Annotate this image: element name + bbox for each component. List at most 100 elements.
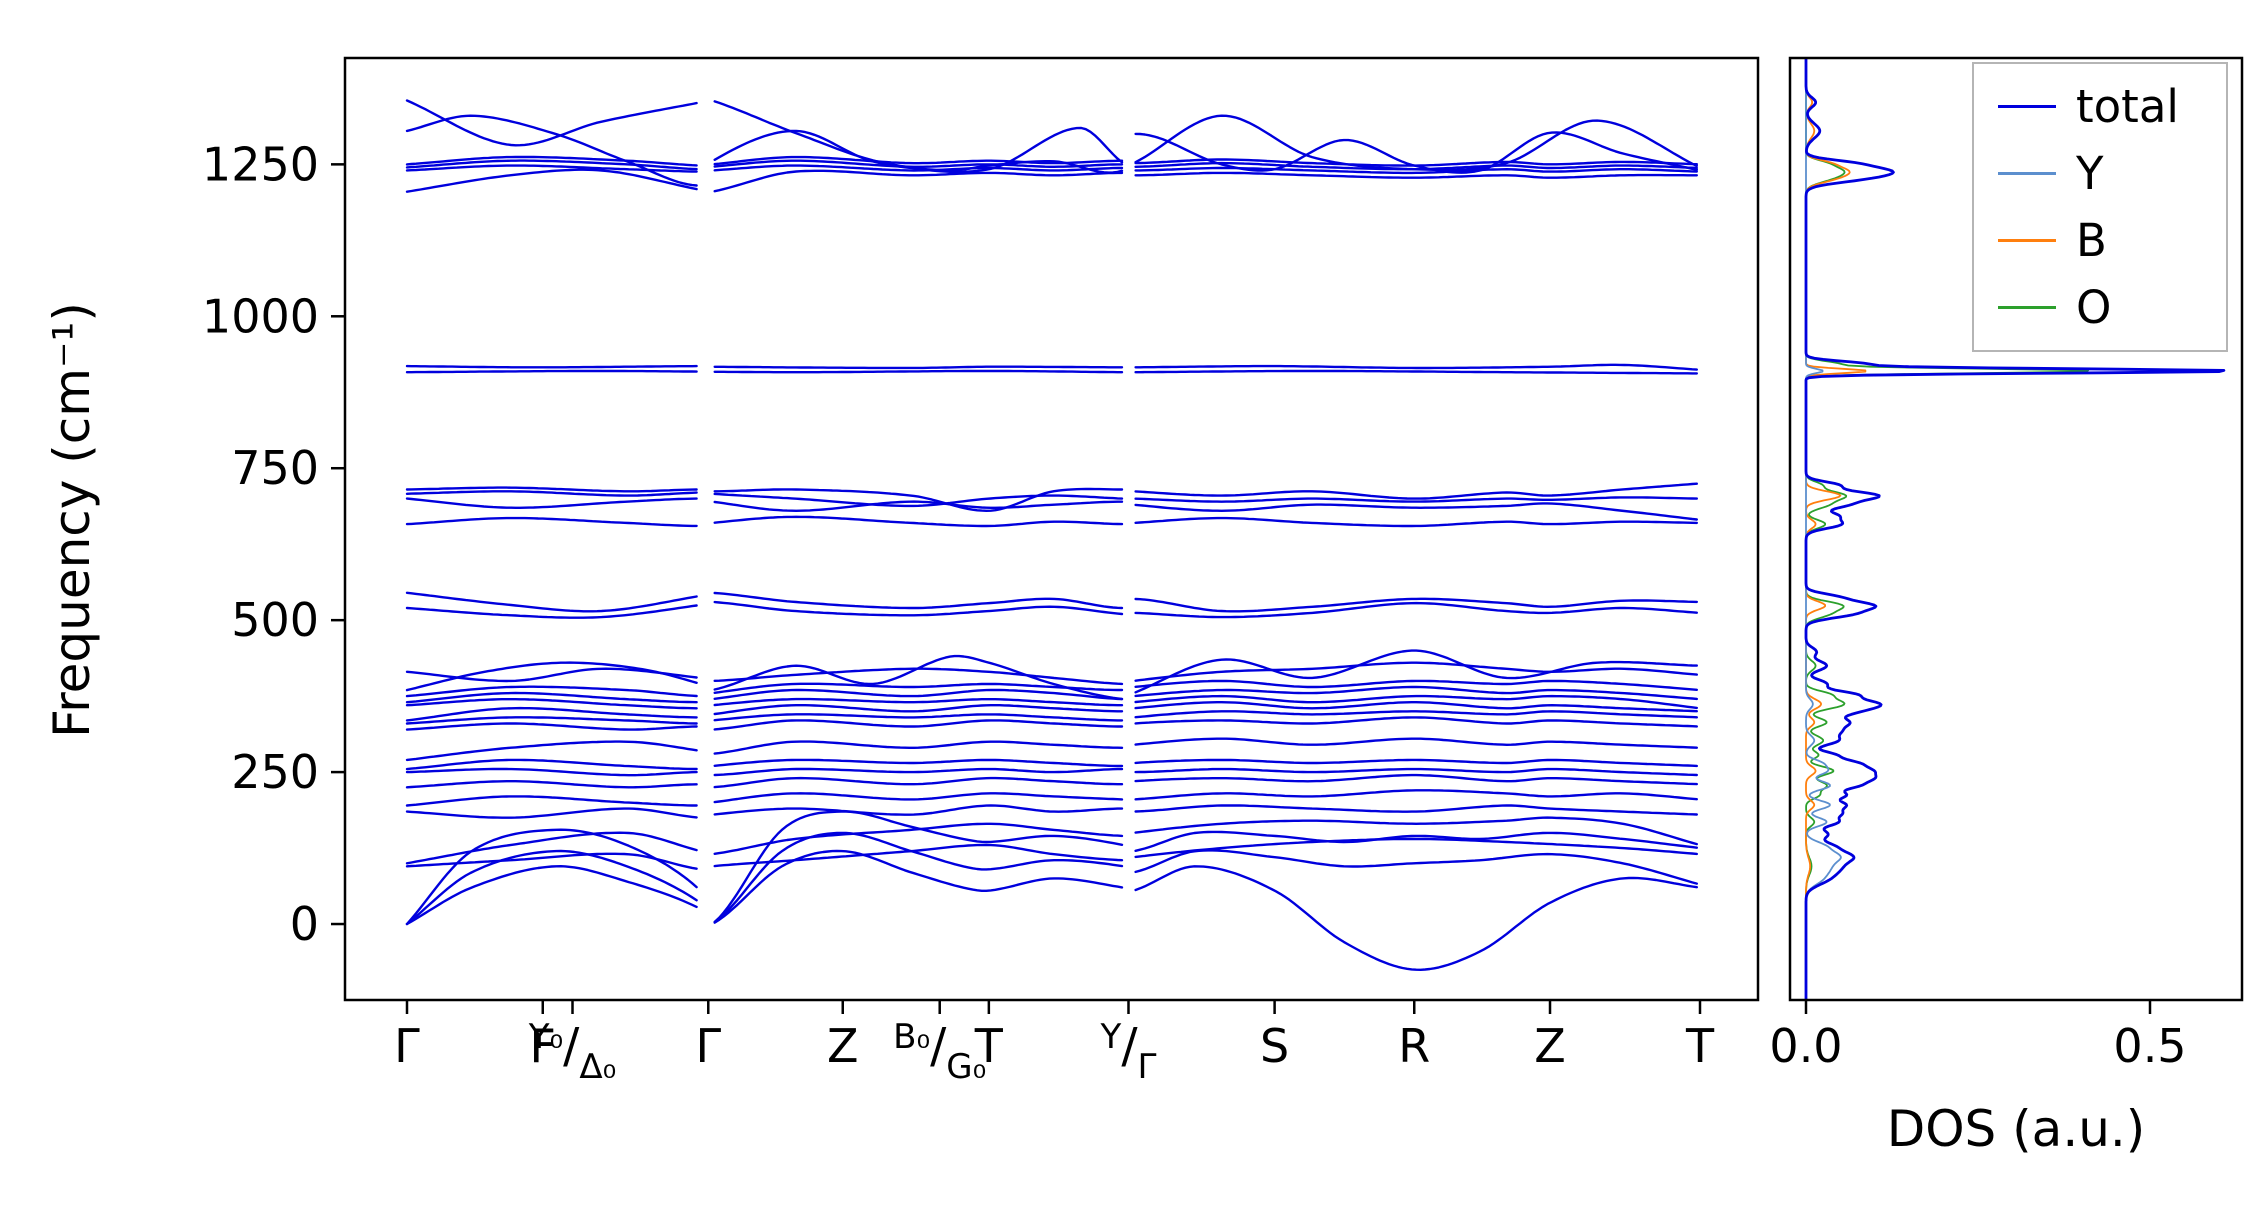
phonon-band-curve: [1134, 597, 1698, 613]
phonon-band-curve: [405, 852, 698, 870]
phonon-band-curve: [1134, 601, 1698, 619]
phonon-band-curve: [405, 722, 698, 731]
phonon-band-curve: [405, 758, 698, 771]
phonon-band-curve: [1134, 830, 1698, 852]
legend-label-b: B: [2076, 214, 2107, 267]
phonon-band-curve: [713, 500, 1124, 512]
phonon-band-curve: [1134, 701, 1698, 713]
kpoint-label: Y₀/Δ₀: [528, 1017, 616, 1087]
phonon-band-curve: [713, 758, 1124, 768]
phonon-band-curve: [1134, 482, 1698, 500]
phonon-band-curve: [713, 155, 1124, 166]
phonon-band-curve: [1134, 737, 1698, 749]
phonon-band-curve: [1134, 773, 1698, 786]
phonon-band-curve: [713, 822, 1124, 855]
phonon-band-curve: [405, 497, 698, 509]
phonon-band-curve: [405, 849, 698, 926]
phonon-band-curve: [713, 740, 1124, 755]
phonon-band-curve: [713, 682, 1124, 694]
phonon-band-curve: [405, 767, 698, 777]
dos-panel-frame: [1788, 56, 2244, 1002]
dos-axis-label: DOS (a.u.): [1886, 1100, 2146, 1158]
phonon-band-curve: [1134, 837, 1698, 859]
dos-legend: total Y B O: [1972, 62, 2228, 352]
phonon-band-curve: [405, 369, 698, 374]
phonon-band-curve: [1134, 789, 1698, 801]
phonon-band-curve: [713, 515, 1124, 528]
kpoint-label: F: [530, 1019, 556, 1073]
phonon-band-curve: [1134, 516, 1698, 528]
phonon-band-curve: [1134, 158, 1698, 167]
phonon-band-curve: [1134, 767, 1698, 777]
phonon-band-curve: [1134, 679, 1698, 691]
y-tick-label: 1000: [202, 289, 319, 343]
band-panel-frame: [343, 56, 1760, 1002]
phonon-band-curve: [713, 688, 1124, 701]
phonon-band-curve: [713, 804, 1124, 816]
phonon-band-curve: [713, 849, 1124, 924]
y-tick-label: 250: [231, 745, 319, 799]
legend-label-y: Y: [2076, 147, 2104, 200]
phonon-band-curve: [713, 164, 1124, 172]
y-tick-label: 750: [231, 441, 319, 495]
y-tick-label: 0: [290, 897, 319, 951]
phonon-band-curve: [1134, 171, 1698, 179]
phonon-band-curve: [405, 706, 698, 722]
phonon-band-curve: [1134, 758, 1698, 768]
legend-label-total: total: [2076, 80, 2179, 133]
phonon-band-curve: [405, 490, 698, 497]
dos-curve-total: [1804, 57, 2226, 1001]
phonon-band-curve: [713, 713, 1124, 722]
phonon-band-curve: [713, 159, 1124, 168]
frequency-axis-label: Frequency (cm⁻¹): [43, 302, 101, 738]
phonon-band-curve: [405, 716, 698, 725]
phonon-band-curve: [713, 100, 1124, 174]
kpoint-label: R: [1398, 1019, 1430, 1073]
phonon-band-curve: [405, 740, 698, 762]
phonon-band-curve: [1134, 685, 1698, 701]
phonon-band-curve: [713, 792, 1124, 804]
phonon-band-curve: [405, 831, 698, 865]
phonon-band-curve: [1134, 161, 1698, 171]
phonon-band-curve: [405, 828, 698, 926]
kpoint-label: Γ: [695, 1019, 721, 1073]
phonon-band-curve: [713, 169, 1124, 193]
phonon-band-curve: [405, 685, 698, 698]
phonon-band-curve: [1134, 502, 1698, 521]
legend-item-o: O: [1998, 281, 2202, 334]
phonon-band-curve: [713, 667, 1124, 686]
phonon-band-curve: [1134, 694, 1698, 710]
legend-label-o: O: [2076, 281, 2112, 334]
phonon-band-curve: [405, 780, 698, 789]
phonon-band-curve: [713, 776, 1124, 789]
phonon-band-curve: [1134, 710, 1698, 719]
phonon-band-curve: [405, 164, 698, 173]
kpoint-label: T: [974, 1019, 1004, 1073]
phonon-band-curve: [713, 831, 1124, 924]
kpoint-label: Y/Γ: [1100, 1017, 1157, 1087]
kpoint-label: S: [1260, 1019, 1289, 1073]
phonon-band-curve: [1134, 369, 1698, 375]
phonon-band-curve: [1134, 661, 1698, 682]
phonon-band-curve: [405, 591, 698, 613]
phonon-band-curve: [405, 155, 698, 167]
phonon-band-curve: [1134, 496, 1698, 503]
y-tick-label: 500: [231, 593, 319, 647]
phonon-band-curve: [713, 591, 1124, 610]
y-tick-label: 1250: [202, 137, 319, 191]
phonon-band-curve: [405, 486, 698, 493]
phonon-band-curve: [405, 795, 698, 807]
phonon-band-curve: [405, 364, 698, 369]
legend-item-b: B: [1998, 214, 2202, 267]
phonon-band-curve: [1134, 649, 1698, 694]
dos-x-tick-label: 0.5: [2113, 1019, 2186, 1073]
phonon-band-curve: [1134, 804, 1698, 816]
phonon-band-curve: [405, 667, 698, 683]
phonon-band-curve: [1134, 363, 1698, 371]
kpoint-label: Γ: [394, 1019, 420, 1073]
phonon-band-curve: [1134, 865, 1698, 971]
phonon-band-curve: [713, 369, 1124, 374]
dos-x-tick-label: 0.0: [1769, 1019, 1842, 1073]
